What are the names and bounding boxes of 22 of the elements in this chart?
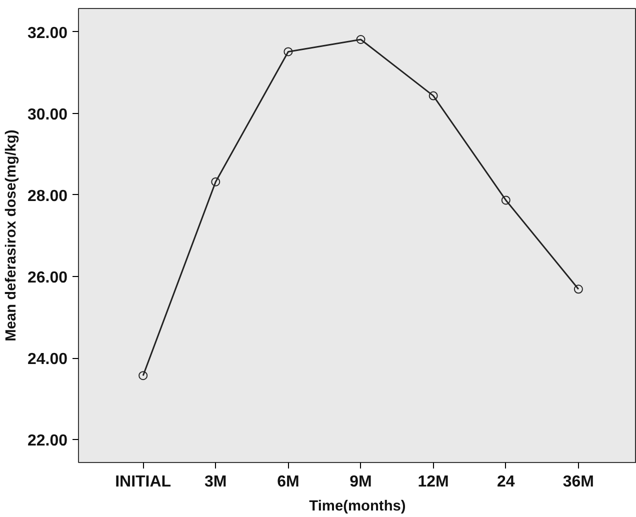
x-tick-label: 24 xyxy=(496,474,515,490)
y-tick-label: 32.00 xyxy=(27,24,68,42)
point xyxy=(284,47,293,56)
x-tick-label: 6M xyxy=(277,474,300,490)
point xyxy=(501,196,510,205)
y-tick-label: 30.00 xyxy=(27,106,68,124)
x-axis-title: Time(months) xyxy=(309,498,406,514)
y-tick-label: 26.00 xyxy=(27,269,68,286)
y-tick-label: 24.00 xyxy=(27,351,68,368)
x-tick-label: INITIAL xyxy=(115,474,172,490)
y-axis-title: Mean deferasirox dose(mg/kg) xyxy=(3,130,20,342)
x-tick-label: 9M xyxy=(350,474,372,490)
x-tick-label: 12M xyxy=(418,474,449,490)
y-tick-label: 22.00 xyxy=(27,432,68,450)
x-tick-label: 36M xyxy=(562,474,594,490)
point xyxy=(211,177,220,186)
point xyxy=(428,91,438,100)
point xyxy=(356,35,366,44)
point xyxy=(574,284,583,294)
x-tick-label: 3M xyxy=(204,474,227,490)
y-tick-label: 28.00 xyxy=(27,188,68,205)
point xyxy=(138,371,148,380)
